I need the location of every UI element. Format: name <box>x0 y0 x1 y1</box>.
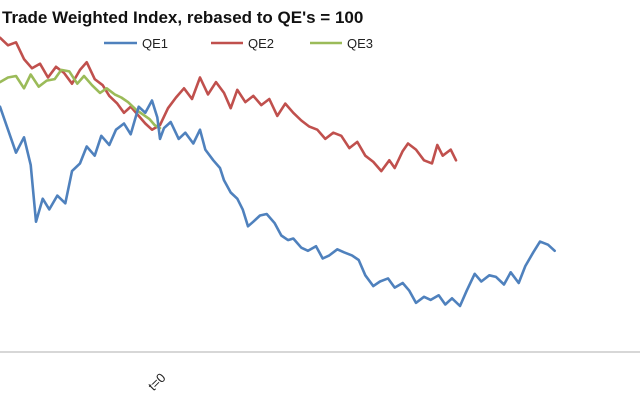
plot-area <box>0 36 640 353</box>
chart-title: Trade Weighted Index, rebased to QE's = … <box>2 8 363 27</box>
legend-label: QE1 <box>142 36 168 51</box>
legend-item-qe1: QE1 <box>104 36 168 51</box>
legend-item-qe3: QE3 <box>310 36 373 51</box>
legend-label: QE2 <box>248 36 274 51</box>
x-tick-label: t=0 <box>145 370 169 394</box>
legend: QE1 QE2 QE3 <box>104 36 373 51</box>
series-line-qe1 <box>0 99 556 308</box>
legend-item-qe2: QE2 <box>211 36 274 51</box>
legend-label: QE3 <box>347 36 373 51</box>
series-line-qe2 <box>0 36 458 173</box>
x-axis-ticks: t=0 <box>145 370 169 394</box>
